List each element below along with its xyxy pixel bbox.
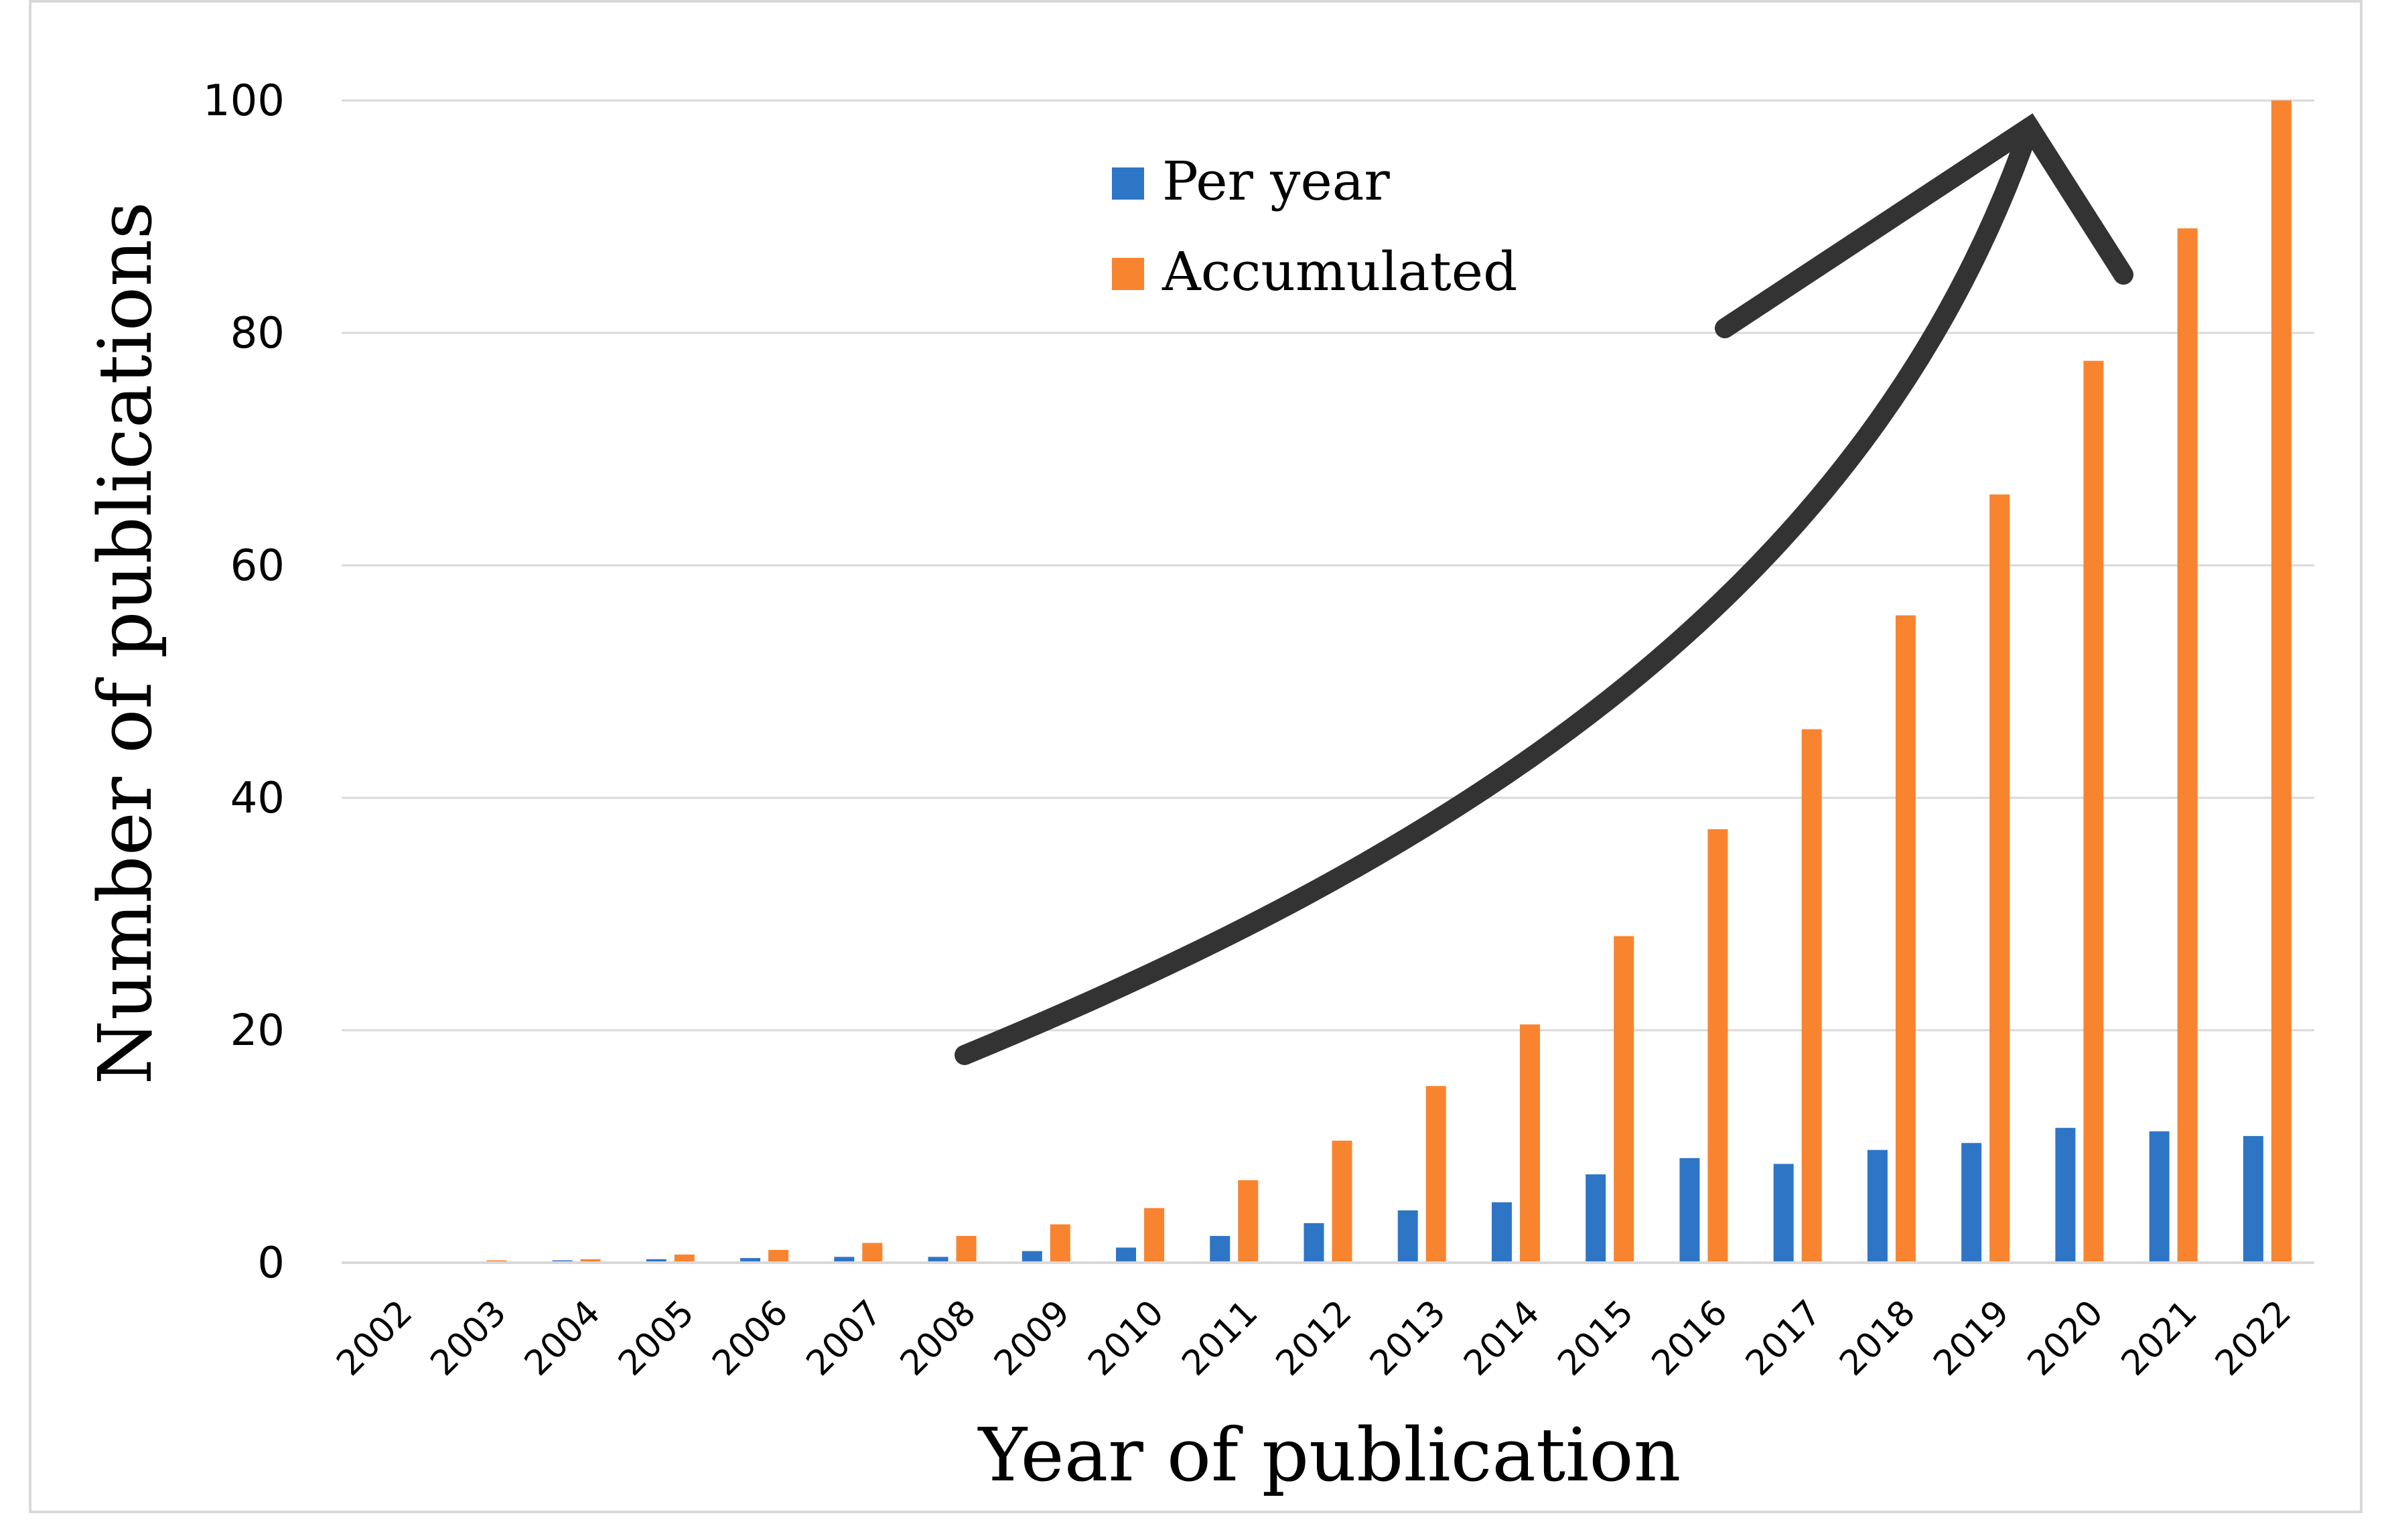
bars-group xyxy=(458,100,2292,1263)
bar-per-year-2013 xyxy=(1397,1210,1418,1263)
bar-per-year-2015 xyxy=(1586,1174,1606,1263)
legend: Per year Accumulated xyxy=(1112,150,1517,303)
bar-accumulated-2014 xyxy=(1519,1024,1540,1263)
bar-per-year-2010 xyxy=(1116,1247,1137,1263)
y-tick-label: 40 xyxy=(230,774,285,823)
bar-accumulated-2015 xyxy=(1614,936,1634,1263)
bar-per-year-2018 xyxy=(1867,1149,1888,1263)
gridlines xyxy=(342,99,2314,1032)
bar-per-year-2019 xyxy=(1961,1143,1982,1263)
growth-arrow-icon xyxy=(955,113,2133,1065)
bar-accumulated-2006 xyxy=(768,1249,789,1263)
bar-accumulated-2008 xyxy=(956,1236,977,1263)
bar-accumulated-2020 xyxy=(2083,360,2104,1263)
bar-per-year-2011 xyxy=(1210,1236,1230,1263)
bar-accumulated-2016 xyxy=(1707,829,1728,1263)
bar-per-year-2009 xyxy=(1022,1251,1042,1263)
figure-frame xyxy=(29,0,2363,1513)
y-tick-label: 80 xyxy=(230,309,285,358)
growth-arrow-curve xyxy=(955,117,2040,1065)
bar-per-year-2016 xyxy=(1679,1158,1700,1263)
bar-accumulated-2013 xyxy=(1425,1086,1446,1263)
bar-accumulated-2022 xyxy=(2271,100,2292,1263)
bar-accumulated-2009 xyxy=(1050,1224,1070,1263)
bar-accumulated-2019 xyxy=(1989,494,2010,1263)
bar-accumulated-2010 xyxy=(1144,1208,1165,1263)
bar-per-year-2022 xyxy=(2243,1135,2263,1263)
bar-per-year-2007 xyxy=(834,1257,855,1263)
bar-per-year-2005 xyxy=(646,1259,666,1263)
bar-accumulated-2011 xyxy=(1238,1180,1259,1263)
growth-arrow-head xyxy=(1715,113,2133,338)
y-tick-label: 0 xyxy=(257,1239,285,1288)
y-tick-label: 60 xyxy=(230,541,285,591)
legend-label-per-year: Per year xyxy=(1162,150,1390,212)
bar-per-year-2008 xyxy=(928,1257,948,1263)
y-tick-label: 100 xyxy=(203,76,285,126)
legend-swatch-accumulated xyxy=(1112,258,1144,290)
legend-label-accumulated: Accumulated xyxy=(1162,240,1517,303)
y-tick-labels: 0 20 40 60 80 100 xyxy=(203,76,285,1288)
bar-per-year-2006 xyxy=(740,1258,761,1263)
bar-accumulated-2012 xyxy=(1332,1140,1352,1263)
bar-accumulated-2004 xyxy=(580,1259,601,1263)
bar-accumulated-2017 xyxy=(1801,729,1822,1263)
bar-per-year-2020 xyxy=(2055,1127,2076,1263)
bar-per-year-2012 xyxy=(1304,1223,1324,1263)
legend-swatch-per-year xyxy=(1112,167,1144,200)
y-tick-label: 20 xyxy=(230,1006,285,1056)
y-axis-title: Number of publications xyxy=(82,202,168,1085)
bar-per-year-2014 xyxy=(1491,1202,1512,1263)
bar-accumulated-2007 xyxy=(862,1243,883,1263)
bar-accumulated-2021 xyxy=(2177,228,2198,1263)
bar-accumulated-2018 xyxy=(1895,615,1916,1263)
bar-accumulated-2005 xyxy=(674,1254,695,1263)
bar-per-year-2021 xyxy=(2149,1131,2170,1263)
bar-per-year-2017 xyxy=(1773,1164,1794,1263)
x-axis-title: Year of publication xyxy=(977,1412,1681,1498)
